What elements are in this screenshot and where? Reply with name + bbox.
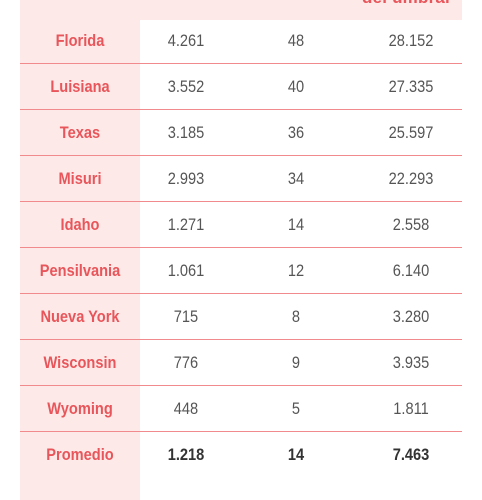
table-row: Texas 3.185 36 25.597 <box>20 109 462 156</box>
value-cell-col4: 28.152 <box>367 18 455 64</box>
value-cell-col4: 27.335 <box>367 63 455 110</box>
value-cell-col4: 3.280 <box>367 293 455 340</box>
value-cell-col3: 36 <box>240 109 352 156</box>
value-cell-col4: 6.140 <box>367 247 455 294</box>
value-cell-col3: 9 <box>240 339 352 386</box>
average-label: Promedio <box>46 444 114 464</box>
value-cell-col2: 1.271 <box>146 201 226 248</box>
value-cell-col4: 1.811 <box>367 385 455 432</box>
state-cell: Idaho <box>28 201 132 248</box>
table-row: Nueva York 715 8 3.280 <box>20 293 462 340</box>
value-cell-col2: 776 <box>146 339 226 386</box>
value-cell-col4: 2.558 <box>367 201 455 248</box>
average-col3: 14 <box>287 444 305 464</box>
table-row: Idaho 1.271 14 2.558 <box>20 201 462 248</box>
table-row: Pensilvania 1.061 12 6.140 <box>20 247 462 294</box>
table-row: Luisiana 3.552 40 27.335 <box>20 63 462 110</box>
value-cell-col4: 25.597 <box>367 109 455 156</box>
value-cell-col3: 8 <box>240 293 352 340</box>
state-cell: Texas <box>28 109 132 156</box>
value-cell-col3: 12 <box>240 247 352 294</box>
state-cell: Wisconsin <box>28 339 132 386</box>
table-row: Florida 4.261 48 28.152 <box>20 18 462 64</box>
state-cell: Luisiana <box>28 63 132 110</box>
value-cell-col4: 3.935 <box>367 339 455 386</box>
state-cell: Pensilvania <box>28 247 132 294</box>
average-col2: 1.218 <box>167 444 205 464</box>
table-row: Wisconsin 776 9 3.935 <box>20 339 462 386</box>
value-cell-col3: 48 <box>240 18 352 64</box>
average-row: Promedio 1.218 14 7.463 <box>20 432 462 478</box>
value-cell-col3: 40 <box>240 63 352 110</box>
column-header-partial: del umbral <box>350 0 462 8</box>
value-cell-col3: 34 <box>240 155 352 202</box>
value-cell-col4: 22.293 <box>367 155 455 202</box>
average-col4: 7.463 <box>392 444 430 464</box>
table-row: Wyoming 448 5 1.811 <box>20 385 462 432</box>
value-cell-col3: 14 <box>240 201 352 248</box>
state-cell: Misuri <box>28 155 132 202</box>
value-cell-col2: 3.185 <box>146 109 226 156</box>
value-cell-col2: 4.261 <box>146 18 226 64</box>
value-cell-col3: 5 <box>240 385 352 432</box>
value-cell-col2: 1.061 <box>146 247 226 294</box>
header-band <box>20 0 462 20</box>
state-cell: Nueva York <box>28 293 132 340</box>
data-table: Florida 4.261 48 28.152 Luisiana 3.552 4… <box>20 18 462 477</box>
value-cell-col2: 2.993 <box>146 155 226 202</box>
value-cell-col2: 448 <box>146 385 226 432</box>
value-cell-col2: 3.552 <box>146 63 226 110</box>
state-cell: Florida <box>28 18 132 64</box>
state-cell: Wyoming <box>28 385 132 432</box>
value-cell-col2: 715 <box>146 293 226 340</box>
table-row: Misuri 2.993 34 22.293 <box>20 155 462 202</box>
